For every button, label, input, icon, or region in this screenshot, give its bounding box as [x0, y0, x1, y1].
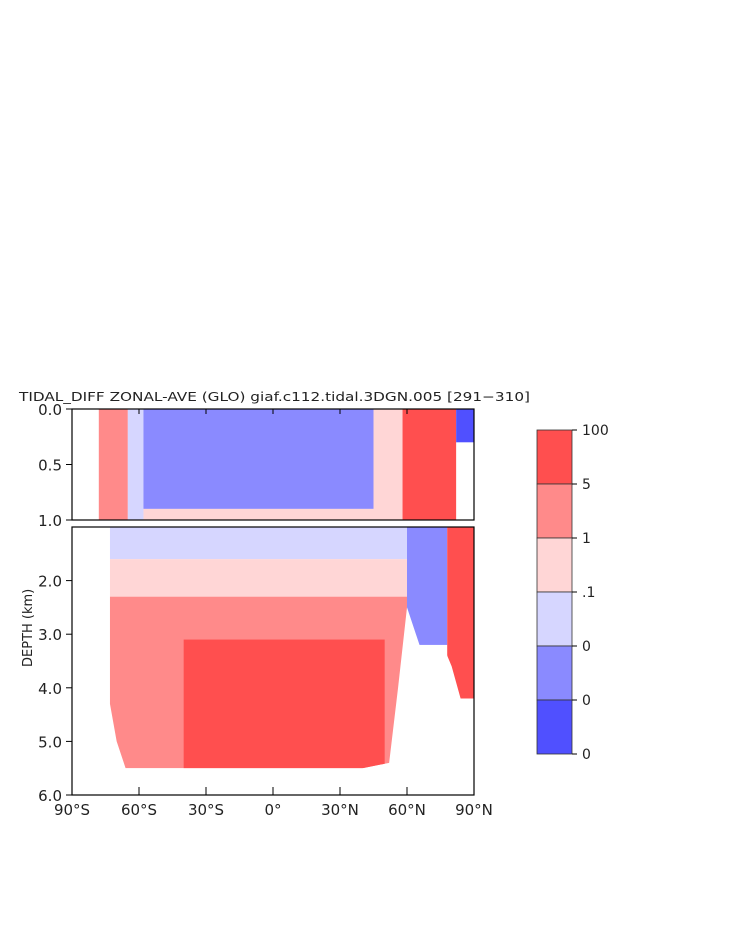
y-tick-label: 5.0: [38, 733, 62, 751]
heatmap-region: [183, 639, 385, 769]
y-tick-label: 6.0: [38, 787, 62, 805]
colorbar-label: 5: [582, 477, 591, 493]
chart-title: TIDAL_DIFF ZONAL-AVE (GLO) giaf.c112.tid…: [18, 389, 530, 404]
heatmap-region: [98, 409, 128, 520]
heatmap-region: [456, 409, 474, 443]
y-tick-label: 3.0: [38, 626, 62, 644]
x-tick-label: 30°S: [188, 801, 224, 819]
heatmap-region: [109, 527, 408, 560]
x-tick-label: 30°N: [321, 801, 359, 819]
chart-axes: 0.0 0.5 1.0 2.0 3.0 4.0 5.0 6.090°S 60°S 30°S 0° 30…: [38, 401, 493, 819]
colorbar-label: 0: [582, 747, 591, 763]
y-tick-label: 0.5: [38, 457, 62, 475]
heatmap-region: [402, 409, 457, 520]
x-tick-label: 90°S: [54, 801, 90, 819]
colorbar-swatch: [536, 699, 573, 755]
colorbar-swatch: [536, 429, 573, 485]
colorbar-label: .1: [582, 585, 595, 601]
colorbar-label: 0: [582, 693, 591, 709]
colorbar-label: 100: [582, 423, 609, 439]
y-axis-label: DEPTH (km): [21, 589, 36, 667]
colorbar-swatch: [536, 645, 573, 701]
colorbar-label: 1: [582, 531, 591, 547]
colorbar-label: 0: [582, 639, 591, 655]
x-tick-label: 90°N: [455, 801, 493, 819]
y-tick-label: 2.0: [38, 573, 62, 591]
y-tick-label: 4.0: [38, 680, 62, 698]
x-tick-label: 60°S: [121, 801, 157, 819]
heatmap-region: [373, 409, 403, 520]
colorbar: 100 5 1 .1 0 0 0: [536, 423, 609, 763]
heatmap-region: [143, 409, 374, 509]
heatmap-region: [447, 527, 474, 699]
heatmap-cells: [98, 409, 474, 769]
colorbar-swatch: [536, 591, 573, 647]
colorbar-swatch: [536, 483, 573, 539]
y-tick-label: 0.0: [38, 401, 62, 419]
colorbar-swatch: [536, 537, 573, 593]
x-tick-label: 0°: [264, 801, 281, 819]
heatmap-region: [407, 527, 448, 645]
heatmap-region: [109, 559, 408, 597]
y-tick-label: 1.0: [38, 512, 62, 530]
x-tick-label: 60°N: [388, 801, 426, 819]
heatmap-region: [143, 508, 374, 520]
heatmap-region: [127, 409, 144, 520]
